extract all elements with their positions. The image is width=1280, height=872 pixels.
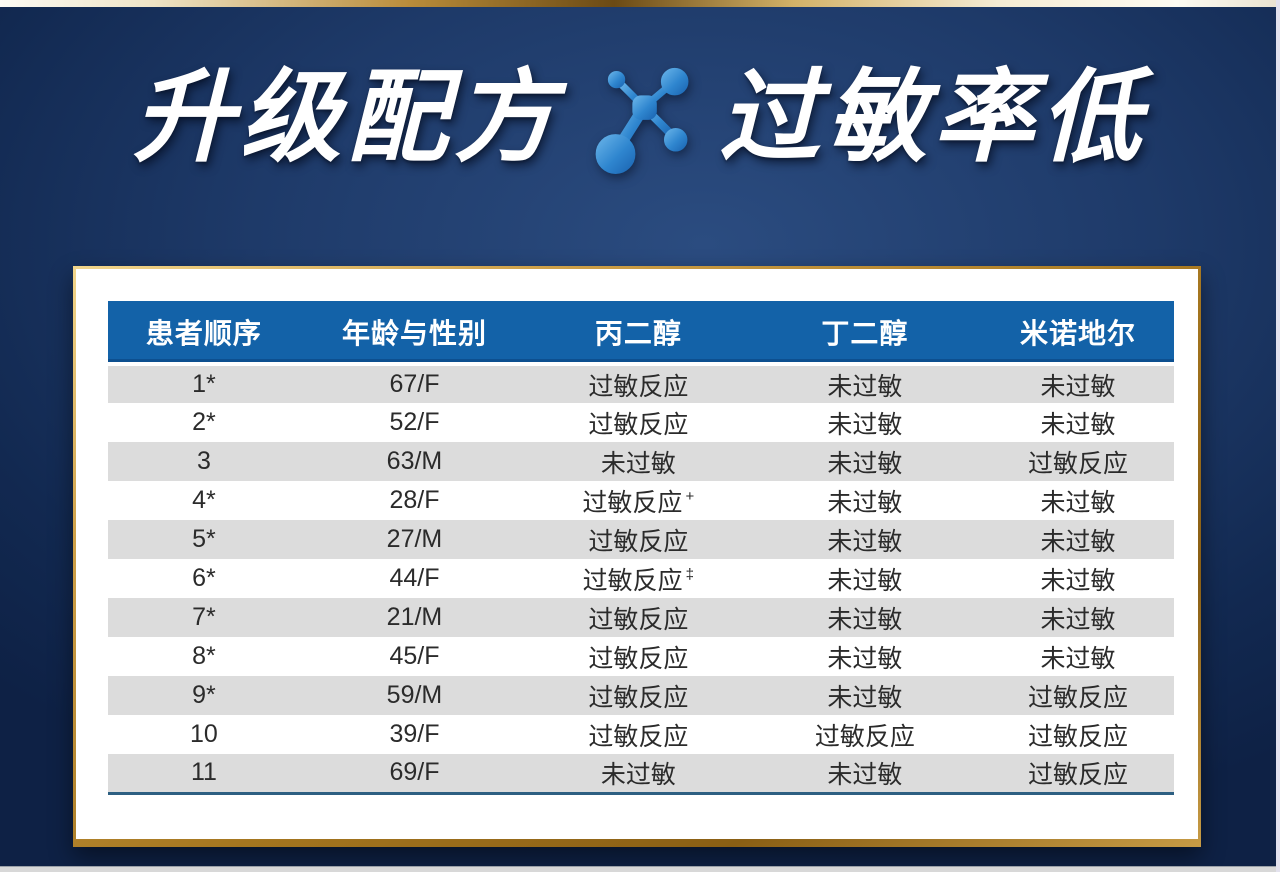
table-cell: 8* [192, 642, 216, 670]
table-cell: 44/F [389, 564, 440, 592]
table-cell: 63/M [386, 447, 443, 475]
table-cell: 5* [192, 525, 216, 553]
table-cell: 过敏反应 [588, 527, 689, 556]
table-cell: 过敏反应 [1028, 449, 1129, 478]
table-header-row: 患者顺序 年龄与性别 丙二醇 丁二醇 米诺地尔 [108, 301, 1174, 366]
column-header: 丁二醇 [747, 301, 983, 366]
table-cell: 3 [196, 447, 211, 475]
title-right-text: 过敏率低 [719, 62, 1148, 174]
table-cell: 未过敏 [1040, 410, 1116, 439]
table-cell: 4* [192, 486, 216, 514]
table-row: 11 69/F 未过敏 未过敏 过敏反应 [108, 754, 1174, 795]
top-edge-strip [0, 0, 1280, 7]
table-row: 5* 27/M 过敏反应 未过敏 未过敏 [108, 520, 1174, 559]
table-cell: 未过敏 [827, 566, 903, 595]
table-cell: 未过敏 [827, 372, 903, 401]
table-head: 患者顺序 年龄与性别 丙二醇 丁二醇 米诺地尔 [108, 301, 1174, 366]
table-row: 6* 44/F 过敏反应 ‡ 未过敏 未过敏 [108, 559, 1174, 598]
table-cell: 2* [192, 408, 216, 436]
table-cell: 28/F [389, 486, 440, 514]
column-header: 年龄与性别 [299, 301, 530, 366]
table-cell: 未过敏 [827, 449, 903, 478]
title-left-text: 升级配方 [132, 62, 561, 174]
table-cell: 9* [192, 681, 216, 709]
table-cell: 过敏反应 [814, 722, 915, 751]
gold-framed-card: 患者顺序 年龄与性别 丙二醇 丁二醇 米诺地尔 1* 67/F 过敏反应 未过敏 未过敏 2* 52… [73, 266, 1201, 847]
table-cell: 未过敏 [1040, 527, 1116, 556]
table-cell: 未过敏 [827, 488, 903, 517]
table-row: 8* 45/F 过敏反应 未过敏 未过敏 [108, 637, 1174, 676]
footnote-mark: + [685, 488, 695, 506]
table-cell: 未过敏 [1040, 566, 1116, 595]
table-cell: 未过敏 [1040, 488, 1116, 517]
table-cell: 未过敏 [1040, 605, 1116, 634]
table-cell: 过敏反应 [588, 722, 689, 751]
table-cell: 未过敏 [529, 754, 748, 795]
table-cell: 52/F [389, 408, 440, 436]
table-cell: 6* [192, 564, 216, 592]
table-cell: 未过敏 [747, 754, 983, 795]
footnote-mark: ‡ [685, 566, 694, 584]
allergy-results-table: 患者顺序 年龄与性别 丙二醇 丁二醇 米诺地尔 1* 67/F 过敏反应 未过敏 未过敏 2* 52… [108, 301, 1174, 795]
table-cell: 45/F [389, 642, 440, 670]
table-cell: 过敏反应 [1028, 683, 1129, 712]
table-cell: 未过敏 [1040, 644, 1116, 673]
table-cell: 27/M [386, 525, 443, 553]
table-cell: 11 [108, 754, 300, 795]
column-header: 丙二醇 [529, 301, 748, 366]
table-row: 1* 67/F 过敏反应 未过敏 未过敏 [108, 364, 1174, 403]
table-cell: 过敏反应 [588, 683, 689, 712]
card-background: 患者顺序 年龄与性别 丙二醇 丁二醇 米诺地尔 1* 67/F 过敏反应 未过敏 未过敏 2* 52… [76, 269, 1198, 839]
table-cell: 过敏反应 ‡ [582, 566, 694, 595]
column-header: 患者顺序 [108, 301, 300, 366]
table-row: 4* 28/F 过敏反应 + 未过敏 未过敏 [108, 481, 1174, 520]
page-title: 升级配方 过敏率低 [0, 52, 1280, 184]
table-cell: 过敏反应 [982, 754, 1174, 795]
table-cell: 未过敏 [827, 527, 903, 556]
table-cell: 未过敏 [1040, 372, 1116, 401]
table-row: 2* 52/F 过敏反应 未过敏 未过敏 [108, 403, 1174, 442]
table-cell: 过敏反应 [588, 605, 689, 634]
table-cell: 1* [192, 370, 216, 398]
table-body: 1* 67/F 过敏反应 未过敏 未过敏 2* 52/F 过敏反应 未过敏 未过敏 3 63/M 未过敏… [108, 364, 1174, 795]
table-cell: 过敏反应 [588, 644, 689, 673]
column-header: 米诺地尔 [982, 301, 1174, 366]
table-cell: 67/F [389, 370, 440, 398]
table-cell: 未过敏 [827, 410, 903, 439]
bottom-edge-strip [0, 866, 1280, 872]
table-cell: 未过敏 [827, 605, 903, 634]
table-cell: 未过敏 [827, 683, 903, 712]
table-row: 9* 59/M 过敏反应 未过敏 过敏反应 [108, 676, 1174, 715]
table-cell: 21/M [386, 603, 443, 631]
table-cell: 过敏反应 + [582, 488, 695, 517]
table-row: 10 39/F 过敏反应 过敏反应 过敏反应 [108, 715, 1174, 754]
table-cell: 过敏反应 [588, 372, 689, 401]
table-cell: 过敏反应 [1028, 722, 1129, 751]
table-cell: 7* [192, 603, 216, 631]
table-row: 7* 21/M 过敏反应 未过敏 未过敏 [108, 598, 1174, 637]
right-edge-strip [1276, 0, 1280, 872]
table-cell: 59/M [386, 681, 443, 709]
table-cell: 过敏反应 [588, 410, 689, 439]
table-cell: 未过敏 [827, 644, 903, 673]
table-cell: 39/F [389, 720, 440, 748]
molecule-icon [595, 67, 689, 174]
table-cell: 未过敏 [600, 449, 676, 478]
table-row: 3 63/M 未过敏 未过敏 过敏反应 [108, 442, 1174, 481]
table-cell: 69/F [299, 754, 530, 795]
table-cell: 10 [190, 720, 218, 748]
